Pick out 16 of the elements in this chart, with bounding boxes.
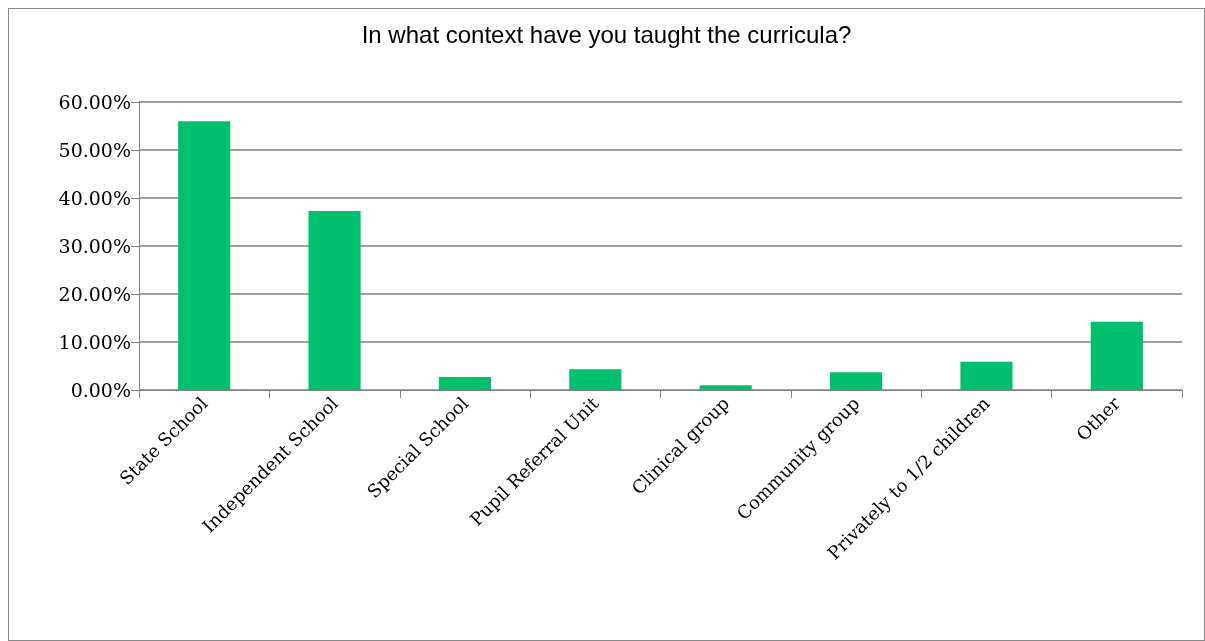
bar [308, 210, 361, 390]
chart-title: In what context have you taught the curricula? [361, 20, 852, 48]
bar [438, 377, 492, 390]
bar [178, 121, 231, 390]
bar [569, 369, 622, 390]
bar [829, 372, 883, 390]
y-tick-label: 60.00% [58, 91, 131, 113]
y-tick-label: 20.00% [58, 283, 131, 305]
bar [699, 385, 752, 390]
y-tick-label: 40.00% [58, 187, 131, 209]
y-tick-label: 10.00% [58, 331, 131, 353]
y-tick-label: 50.00% [58, 139, 131, 161]
bar [1090, 321, 1143, 390]
y-tick-label: 30.00% [58, 235, 131, 257]
y-tick-label: 0.00% [70, 379, 131, 401]
bar [960, 361, 1013, 390]
